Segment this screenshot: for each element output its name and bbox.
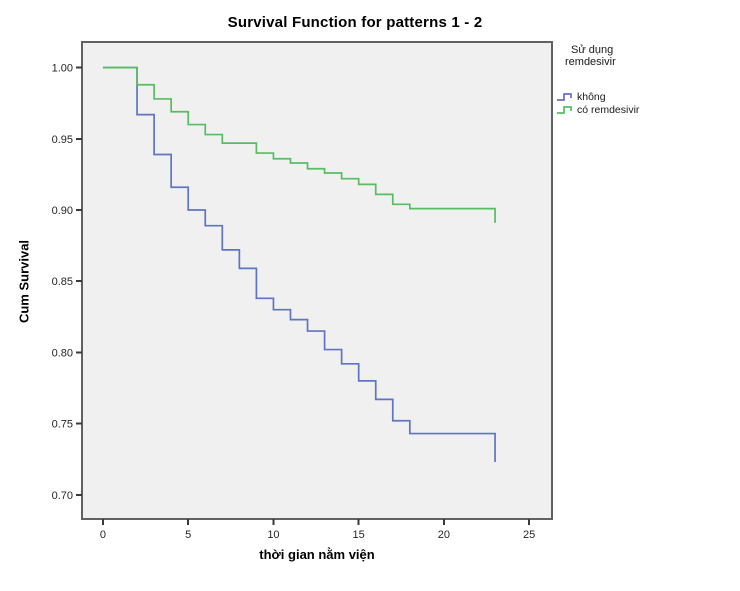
y-tick-label: 0.75 xyxy=(52,419,73,431)
y-tick-label: 1.00 xyxy=(52,63,73,75)
legend-title-line-2: remdesivir xyxy=(565,56,616,68)
legend-items: không có remdesivir xyxy=(556,90,731,116)
x-tick-label: 20 xyxy=(438,529,450,541)
legend-title: Sử dụng remdesivir xyxy=(565,44,731,68)
legend-item-label: không xyxy=(577,90,606,103)
y-tick-label: 0.85 xyxy=(52,276,73,288)
legend-item: không xyxy=(556,90,731,103)
legend-item: có remdesivir xyxy=(556,103,731,116)
x-tick-label: 5 xyxy=(185,529,191,541)
x-tick-label: 25 xyxy=(523,529,535,541)
survival-curve-không xyxy=(102,66,496,463)
plot-area xyxy=(81,41,553,520)
x-tick-label: 15 xyxy=(353,529,365,541)
step-line-icon xyxy=(557,92,572,101)
y-tick-label: 0.90 xyxy=(52,205,73,217)
x-tick-label: 10 xyxy=(267,529,279,541)
x-axis-title: thời gian nằm viện xyxy=(259,547,375,562)
legend-item-label: có remdesivir xyxy=(577,103,640,116)
x-tick-label: 0 xyxy=(100,529,106,541)
y-tick-label: 0.80 xyxy=(52,347,73,359)
y-tick-label: 0.70 xyxy=(52,490,73,502)
legend: Sử dụng remdesivir không có remdesivir xyxy=(556,44,731,116)
legend-title-line-1: Sử dụng xyxy=(571,44,614,56)
y-axis-title: Cum Survival xyxy=(16,239,32,324)
step-line-icon xyxy=(557,105,572,114)
survival-curve-có-remdesivir xyxy=(102,66,496,223)
y-tick-label: 0.95 xyxy=(52,134,73,146)
chart-title: Survival Function for patterns 1 - 2 xyxy=(227,14,483,31)
